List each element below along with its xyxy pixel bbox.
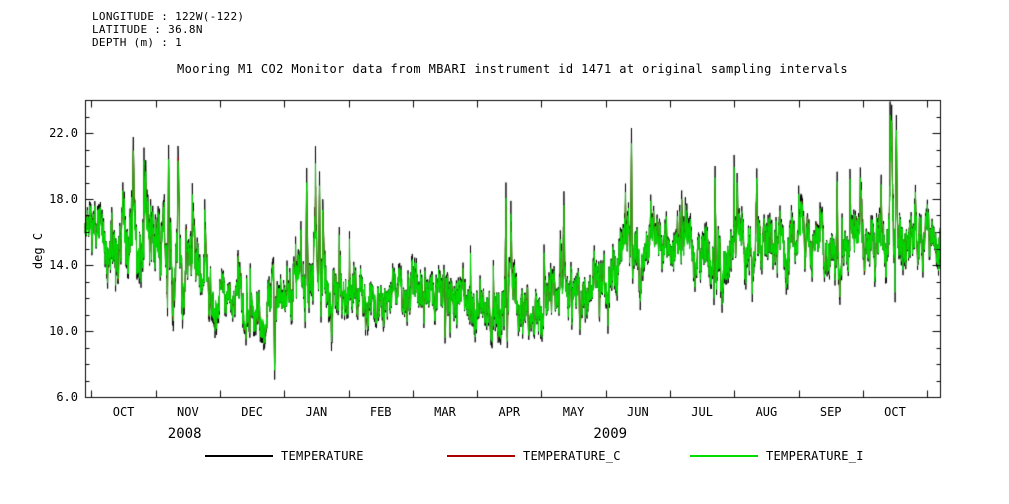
legend-swatch-temperature-i	[690, 455, 758, 457]
legend-swatch-temperature	[205, 455, 273, 457]
chart-title: Mooring M1 CO2 Monitor data from MBARI i…	[177, 62, 848, 76]
header-depth: DEPTH (m) : 1	[92, 36, 182, 49]
legend-label-temperature-c: TEMPERATURE_C	[523, 449, 621, 463]
header-longitude: LONGITUDE : 122W(-122)	[92, 10, 245, 23]
legend: TEMPERATURE TEMPERATURE_C TEMPERATURE_I	[0, 448, 1009, 468]
header-latitude: LATITUDE : 36.8N	[92, 23, 203, 36]
legend-label-temperature-i: TEMPERATURE_I	[766, 449, 864, 463]
legend-item-temperature-c: TEMPERATURE_C	[447, 448, 621, 464]
y-axis-label: deg C	[31, 232, 45, 270]
legend-item-temperature: TEMPERATURE	[205, 448, 364, 464]
legend-swatch-temperature-c	[447, 455, 515, 457]
legend-item-temperature-i: TEMPERATURE_I	[690, 448, 864, 464]
legend-label-temperature: TEMPERATURE	[281, 449, 364, 463]
header-block: LONGITUDE : 122W(-122) LATITUDE : 36.8N …	[92, 10, 244, 49]
